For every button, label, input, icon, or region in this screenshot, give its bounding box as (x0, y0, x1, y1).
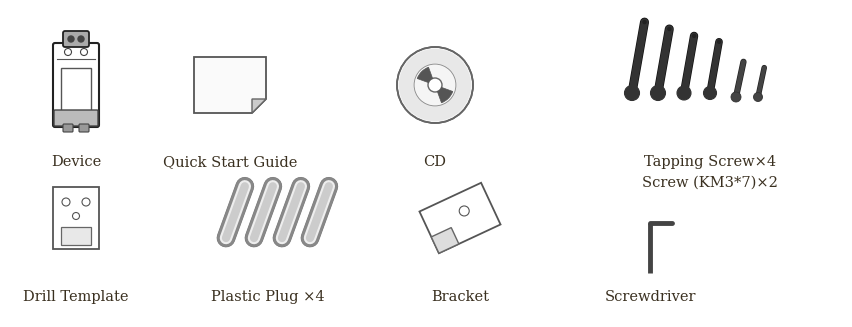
Circle shape (78, 36, 84, 42)
Text: Plastic Plug ×4: Plastic Plug ×4 (211, 290, 325, 304)
Circle shape (731, 92, 741, 102)
Circle shape (399, 49, 471, 121)
Circle shape (625, 85, 640, 100)
Text: Screwdriver: Screwdriver (604, 290, 696, 304)
Circle shape (65, 48, 72, 56)
FancyBboxPatch shape (63, 31, 89, 47)
Circle shape (72, 213, 79, 219)
FancyBboxPatch shape (61, 227, 91, 245)
Text: Drill Template: Drill Template (23, 290, 129, 304)
Polygon shape (252, 99, 266, 113)
Text: Bracket: Bracket (431, 290, 489, 304)
Polygon shape (419, 183, 500, 253)
FancyBboxPatch shape (53, 187, 99, 249)
Text: CD: CD (423, 155, 446, 169)
Circle shape (68, 36, 74, 42)
Circle shape (82, 198, 90, 206)
FancyBboxPatch shape (63, 124, 73, 132)
FancyBboxPatch shape (79, 124, 89, 132)
Circle shape (643, 21, 646, 24)
Polygon shape (194, 57, 266, 113)
Circle shape (753, 93, 763, 101)
Circle shape (397, 47, 473, 123)
Circle shape (693, 34, 695, 37)
Text: Tapping Screw×4
Screw (KM3*7)×2: Tapping Screw×4 Screw (KM3*7)×2 (642, 155, 778, 190)
Circle shape (459, 206, 469, 216)
Circle shape (80, 48, 88, 56)
Circle shape (704, 87, 717, 99)
Circle shape (650, 85, 665, 100)
Text: Quick Start Guide: Quick Start Guide (163, 155, 297, 169)
FancyBboxPatch shape (61, 68, 91, 112)
Circle shape (428, 78, 442, 92)
Circle shape (717, 40, 721, 43)
Polygon shape (431, 228, 459, 253)
Wedge shape (437, 87, 452, 103)
Circle shape (677, 86, 691, 100)
Circle shape (62, 198, 70, 206)
FancyBboxPatch shape (53, 43, 99, 127)
Wedge shape (417, 67, 433, 83)
FancyBboxPatch shape (54, 110, 98, 126)
Text: Device: Device (51, 155, 101, 169)
Circle shape (668, 27, 671, 30)
Circle shape (414, 64, 456, 106)
